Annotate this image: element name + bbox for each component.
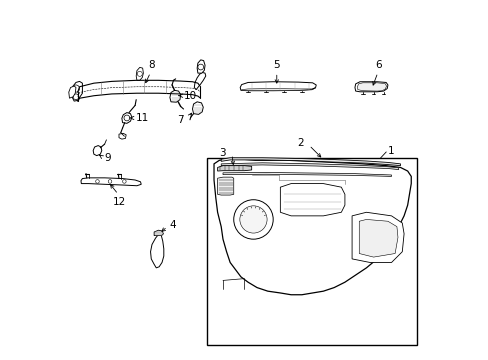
- Polygon shape: [194, 72, 205, 90]
- Bar: [206, 158, 416, 345]
- Polygon shape: [223, 172, 391, 176]
- Circle shape: [72, 85, 80, 92]
- Text: 12: 12: [112, 197, 125, 207]
- Text: 3: 3: [219, 148, 225, 158]
- Polygon shape: [154, 230, 163, 235]
- Text: 7: 7: [177, 115, 183, 125]
- Polygon shape: [241, 87, 315, 91]
- Polygon shape: [136, 67, 143, 80]
- Text: 10: 10: [184, 91, 197, 101]
- Text: 1: 1: [387, 145, 394, 156]
- Text: 4: 4: [169, 220, 176, 230]
- Polygon shape: [69, 86, 76, 98]
- Text: 6: 6: [375, 60, 382, 70]
- Polygon shape: [359, 220, 397, 257]
- Circle shape: [233, 200, 273, 239]
- Polygon shape: [122, 113, 132, 123]
- Polygon shape: [81, 178, 141, 186]
- Polygon shape: [351, 212, 403, 262]
- Circle shape: [122, 180, 126, 183]
- Circle shape: [239, 206, 266, 233]
- Polygon shape: [280, 184, 344, 216]
- Polygon shape: [217, 177, 233, 195]
- Polygon shape: [217, 166, 251, 171]
- Circle shape: [73, 94, 79, 100]
- Polygon shape: [150, 234, 163, 268]
- Polygon shape: [119, 134, 126, 139]
- Polygon shape: [221, 163, 398, 170]
- Polygon shape: [197, 60, 204, 73]
- Polygon shape: [240, 82, 316, 91]
- Text: 5: 5: [273, 60, 280, 70]
- Polygon shape: [192, 102, 203, 114]
- Circle shape: [198, 64, 203, 70]
- Circle shape: [137, 71, 142, 76]
- Polygon shape: [221, 158, 400, 166]
- Polygon shape: [357, 83, 386, 91]
- Text: 11: 11: [135, 113, 148, 123]
- Circle shape: [124, 115, 129, 121]
- Polygon shape: [169, 90, 180, 102]
- Text: 8: 8: [148, 60, 154, 70]
- Polygon shape: [72, 81, 82, 101]
- Text: 9: 9: [104, 153, 110, 163]
- Polygon shape: [214, 158, 410, 295]
- Circle shape: [96, 180, 99, 183]
- Polygon shape: [93, 145, 102, 156]
- Text: 2: 2: [296, 139, 303, 148]
- Circle shape: [108, 180, 112, 183]
- Polygon shape: [354, 82, 387, 92]
